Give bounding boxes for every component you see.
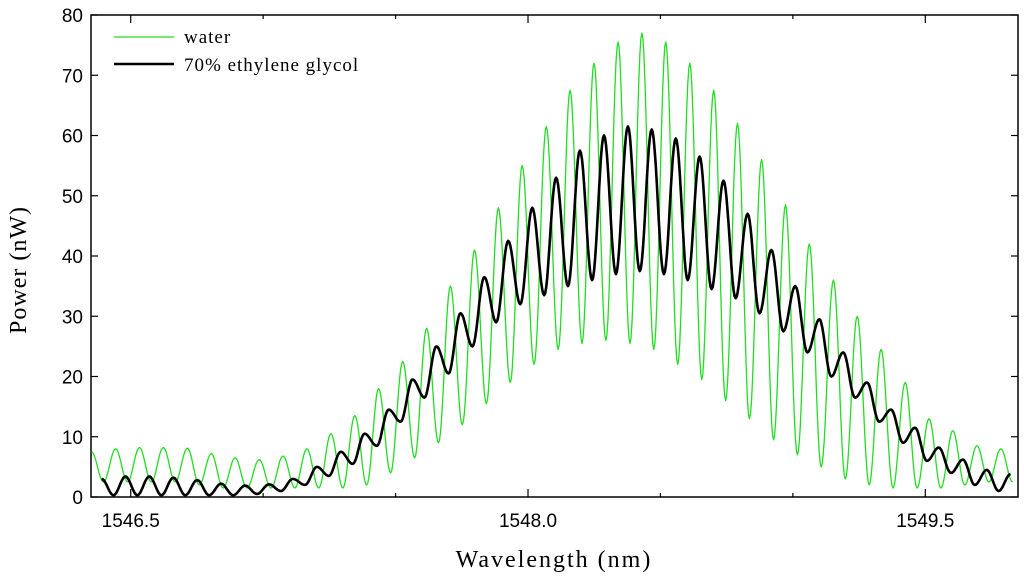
legend-label-water: water	[184, 27, 231, 48]
y-tick-label: 20	[62, 368, 83, 389]
series-line-water	[91, 32, 1013, 489]
y-tick-label: 40	[62, 247, 83, 268]
y-tick-label: 70	[62, 66, 83, 87]
y-tick-label: 0	[72, 488, 83, 509]
x-tick-label: 1546.5	[102, 511, 160, 532]
x-axis-label: Wavelength (nm)	[456, 547, 653, 573]
x-axis: 1546.5 1548.0 1549.5	[102, 15, 954, 532]
y-tick-label: 10	[62, 428, 83, 449]
legend: water 70% ethylene glycol	[114, 27, 359, 76]
x-tick-label: 1548.0	[499, 511, 557, 532]
y-axis-label: Power (nW)	[6, 206, 32, 334]
y-axis: 0 10 20 30 40 50 60 70 80	[62, 6, 1018, 509]
series-line-70-ethylene-glycol	[101, 125, 1011, 497]
x-tick-label: 1549.5	[896, 511, 954, 532]
y-tick-label: 50	[62, 187, 83, 208]
series-group	[91, 32, 1013, 497]
y-tick-label: 80	[62, 6, 83, 27]
legend-label-ethylene-glycol: 70% ethylene glycol	[184, 55, 359, 76]
plot-frame	[90, 14, 1019, 498]
y-tick-label: 30	[62, 307, 83, 328]
y-tick-label: 60	[62, 127, 83, 148]
